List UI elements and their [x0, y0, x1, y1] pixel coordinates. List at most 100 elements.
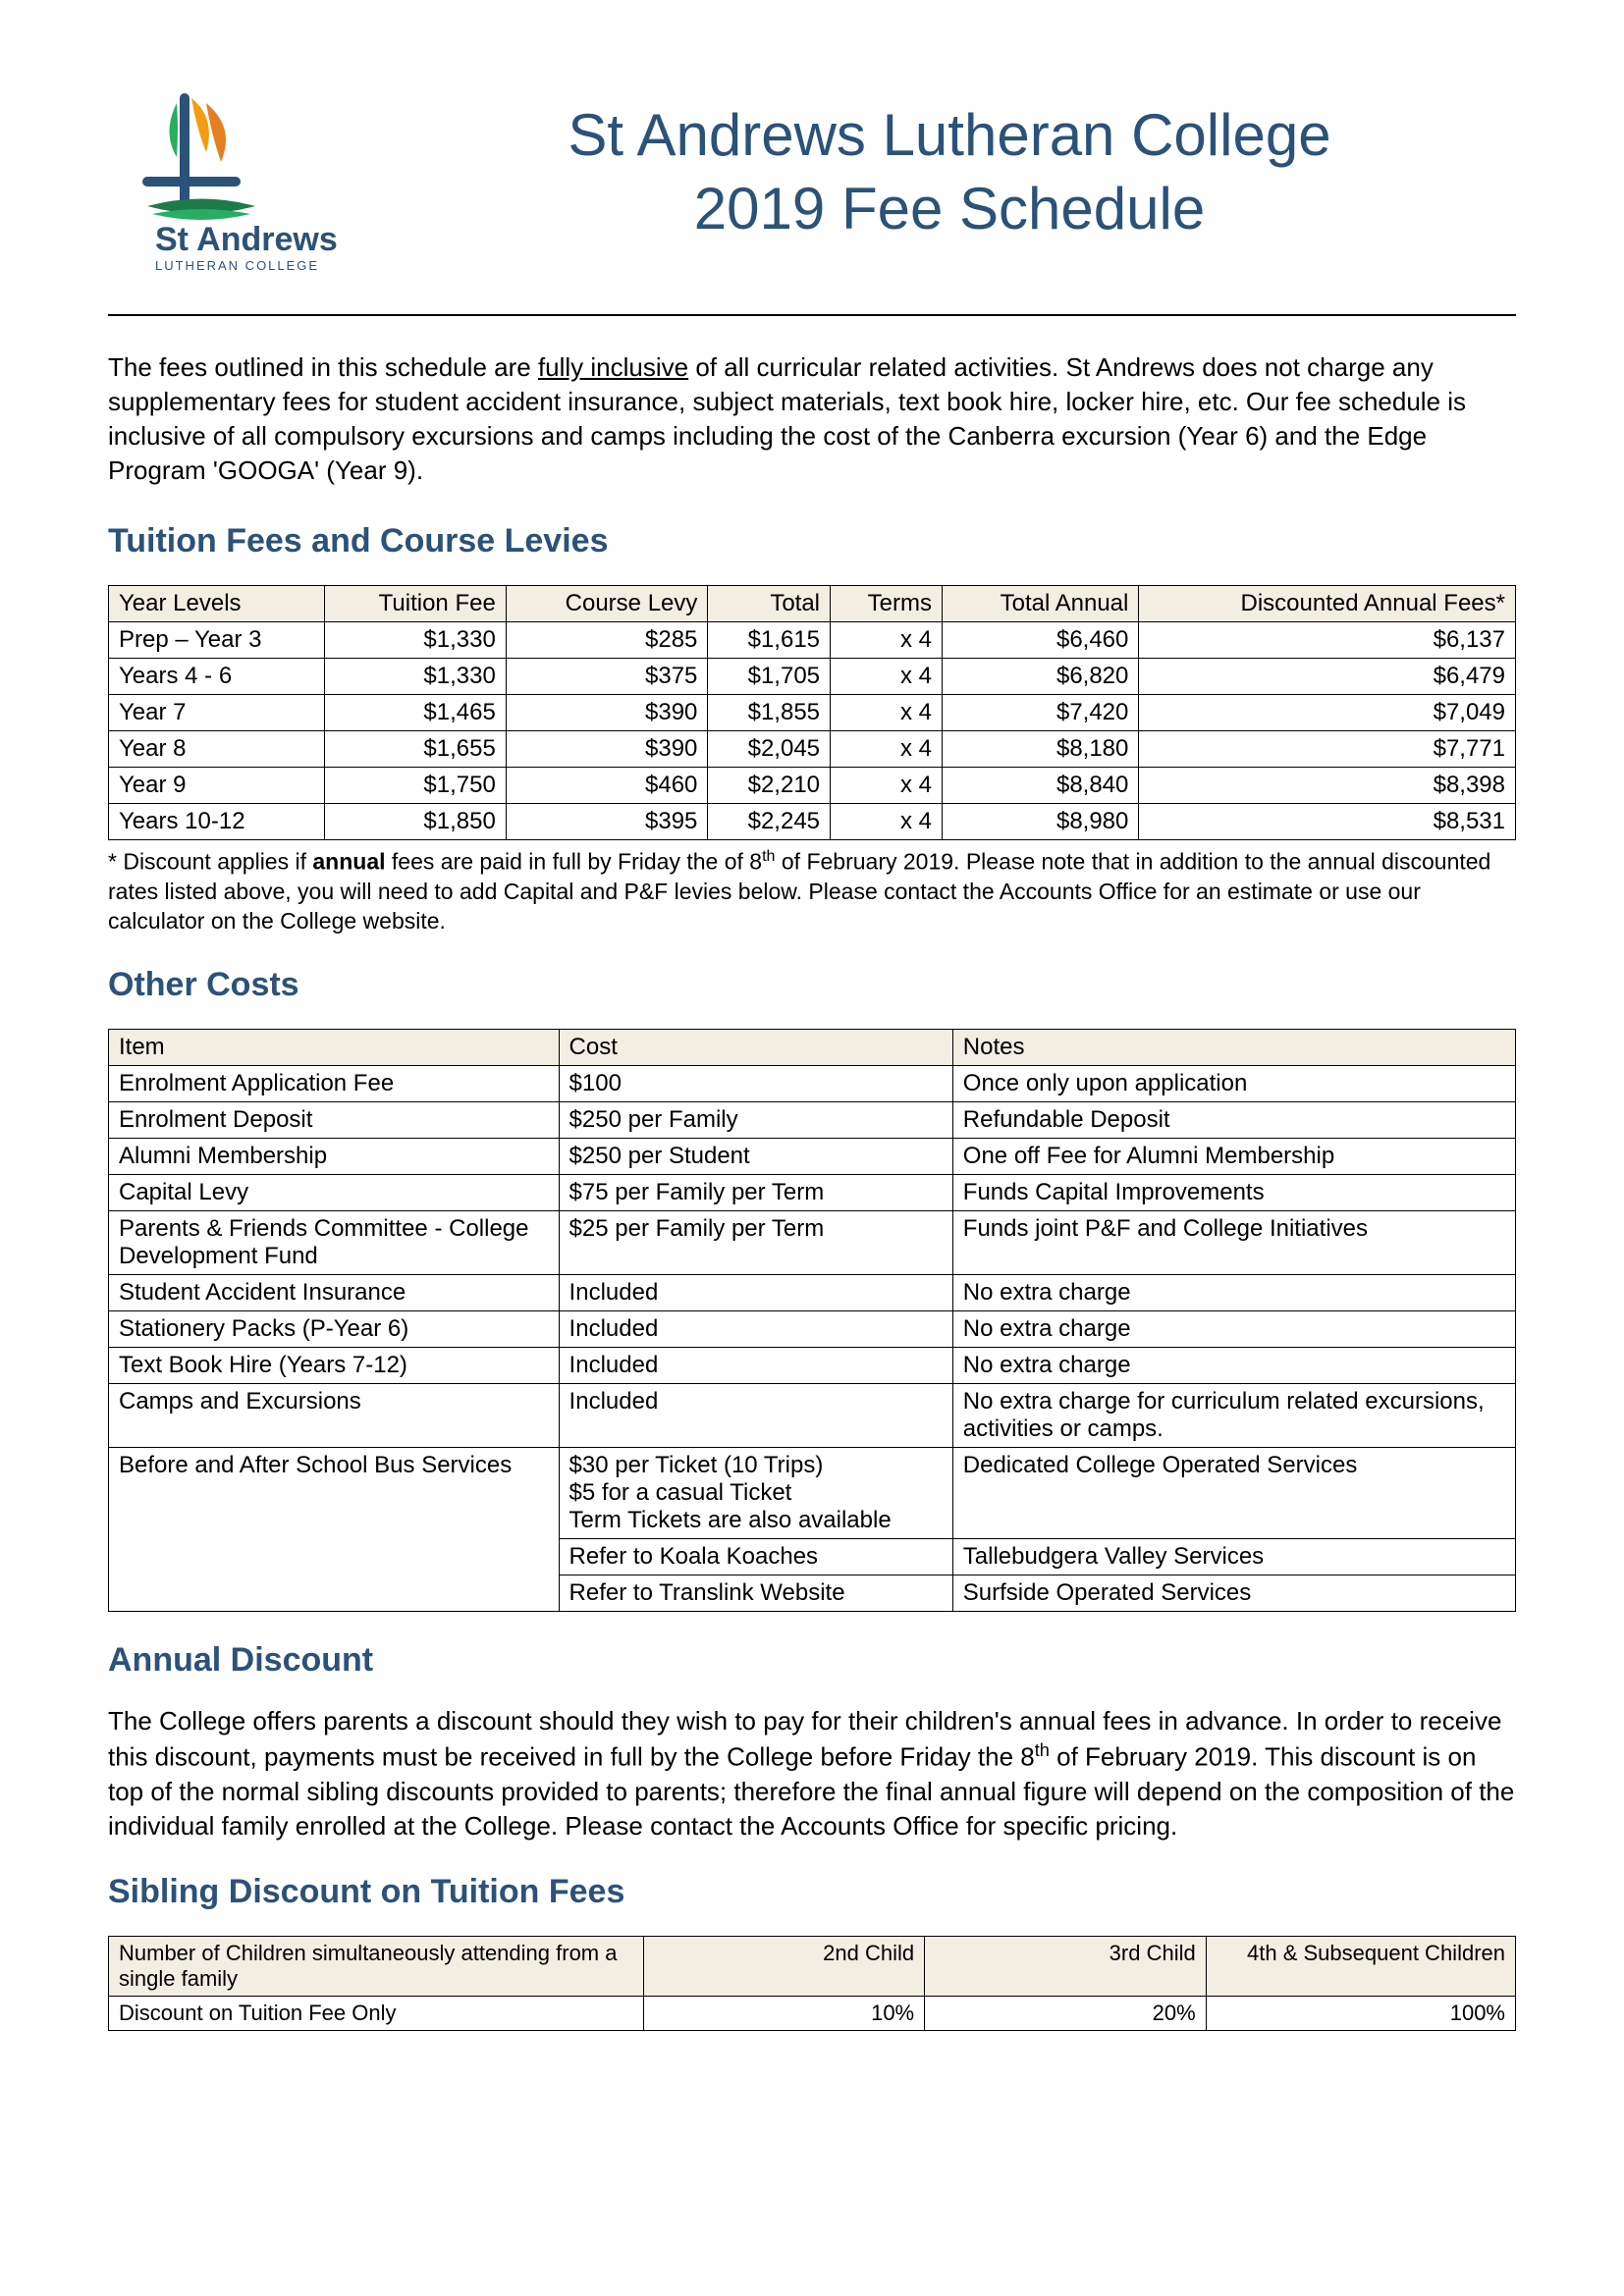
- table-row: Discount on Tuition Fee Only10%20%100%: [109, 1996, 1516, 2030]
- col-4th-child: 4th & Subsequent Children: [1206, 1936, 1515, 1996]
- page-title: St Andrews Lutheran College 2019 Fee Sch…: [383, 88, 1516, 245]
- table-cell: $2,045: [708, 731, 831, 768]
- table-cell: Funds Capital Improvements: [952, 1174, 1515, 1210]
- table-cell: $8,980: [943, 804, 1139, 840]
- table-cell: $390: [506, 731, 708, 768]
- table-cell: $250 per Student: [559, 1138, 952, 1174]
- table-cell: $30 per Ticket (10 Trips)$5 for a casual…: [559, 1447, 952, 1538]
- table-cell: $460: [506, 768, 708, 804]
- table-cell: $375: [506, 659, 708, 695]
- table-row: Student Accident InsuranceIncludedNo ext…: [109, 1274, 1516, 1310]
- table-cell: $1,750: [324, 768, 506, 804]
- table-cell: $6,137: [1139, 622, 1516, 659]
- table-cell: x 4: [831, 622, 943, 659]
- table-cell: Alumni Membership: [109, 1138, 560, 1174]
- table-cell: Surfside Operated Services: [952, 1575, 1515, 1611]
- col-notes: Notes: [952, 1029, 1515, 1065]
- table-cell: Parents & Friends Committee - College De…: [109, 1210, 560, 1274]
- table-cell: Text Book Hire (Years 7-12): [109, 1347, 560, 1383]
- table-cell: Included: [559, 1347, 952, 1383]
- table-cell: $1,855: [708, 695, 831, 731]
- table-cell: $8,180: [943, 731, 1139, 768]
- other-costs-table: Item Cost Notes Enrolment Application Fe…: [108, 1029, 1516, 1612]
- table-cell: Years 10-12: [109, 804, 325, 840]
- table-cell: 10%: [643, 1996, 925, 2030]
- table-cell: Tallebudgera Valley Services: [952, 1538, 1515, 1575]
- table-cell: $6,479: [1139, 659, 1516, 695]
- table-cell: $8,398: [1139, 768, 1516, 804]
- tuition-footnote: * Discount applies if annual fees are pa…: [108, 846, 1516, 935]
- title-line-2: 2019 Fee Schedule: [383, 172, 1516, 245]
- table-row: Year 9$1,750$460$2,210x 4$8,840$8,398: [109, 768, 1516, 804]
- table-cell: $395: [506, 804, 708, 840]
- college-logo: St Andrews LUTHERAN COLLEGE: [108, 88, 353, 285]
- table-cell: 100%: [1206, 1996, 1515, 2030]
- tuition-heading: Tuition Fees and Course Levies: [108, 522, 1516, 561]
- annual-discount-paragraph: The College offers parents a discount sh…: [108, 1704, 1516, 1843]
- table-cell: $1,330: [324, 659, 506, 695]
- table-cell: Prep – Year 3: [109, 622, 325, 659]
- table-cell: Included: [559, 1310, 952, 1347]
- table-cell: x 4: [831, 731, 943, 768]
- table-cell: $1,615: [708, 622, 831, 659]
- table-cell: Refer to Koala Koaches: [559, 1538, 952, 1575]
- table-cell: No extra charge: [952, 1274, 1515, 1310]
- table-cell: $1,850: [324, 804, 506, 840]
- table-cell: $7,420: [943, 695, 1139, 731]
- tuition-header-row: Year Levels Tuition Fee Course Levy Tota…: [109, 586, 1516, 622]
- col-3rd-child: 3rd Child: [925, 1936, 1207, 1996]
- table-row: Years 4 - 6$1,330$375$1,705x 4$6,820$6,4…: [109, 659, 1516, 695]
- st-andrews-logo-icon: St Andrews LUTHERAN COLLEGE: [108, 88, 353, 285]
- table-cell: Student Accident Insurance: [109, 1274, 560, 1310]
- table-cell: Years 4 - 6: [109, 659, 325, 695]
- page: St Andrews LUTHERAN COLLEGE St Andrews L…: [0, 0, 1624, 2296]
- ad-sup: th: [1035, 1740, 1050, 1760]
- table-row: Alumni Membership$250 per StudentOne off…: [109, 1138, 1516, 1174]
- table-row: Capital Levy$75 per Family per TermFunds…: [109, 1174, 1516, 1210]
- other-costs-header-row: Item Cost Notes: [109, 1029, 1516, 1065]
- table-cell: Year 8: [109, 731, 325, 768]
- table-cell: $2,245: [708, 804, 831, 840]
- header-rule: [108, 314, 1516, 316]
- title-line-1: St Andrews Lutheran College: [383, 98, 1516, 172]
- intro-paragraph: The fees outlined in this schedule are f…: [108, 350, 1516, 488]
- table-cell: Once only upon application: [952, 1065, 1515, 1101]
- table-cell: Enrolment Deposit: [109, 1101, 560, 1138]
- table-cell: Refundable Deposit: [952, 1101, 1515, 1138]
- col-total-annual: Total Annual: [943, 586, 1139, 622]
- col-terms: Terms: [831, 586, 943, 622]
- table-cell: 20%: [925, 1996, 1207, 2030]
- header: St Andrews LUTHERAN COLLEGE St Andrews L…: [108, 88, 1516, 285]
- table-cell: Year 9: [109, 768, 325, 804]
- table-cell: Included: [559, 1383, 952, 1447]
- table-cell: Stationery Packs (P-Year 6): [109, 1310, 560, 1347]
- table-cell: $8,840: [943, 768, 1139, 804]
- sibling-header-row: Number of Children simultaneously attend…: [109, 1936, 1516, 1996]
- table-cell: No extra charge: [952, 1310, 1515, 1347]
- col-cost: Cost: [559, 1029, 952, 1065]
- table-cell: $285: [506, 622, 708, 659]
- table-cell: Year 7: [109, 695, 325, 731]
- table-cell: x 4: [831, 659, 943, 695]
- table-cell: Discount on Tuition Fee Only: [109, 1996, 644, 2030]
- col-course-levy: Course Levy: [506, 586, 708, 622]
- table-row: Years 10-12$1,850$395$2,245x 4$8,980$8,5…: [109, 804, 1516, 840]
- table-cell: Capital Levy: [109, 1174, 560, 1210]
- table-row: Year 8$1,655$390$2,045x 4$8,180$7,771: [109, 731, 1516, 768]
- table-cell: $250 per Family: [559, 1101, 952, 1138]
- table-row: Enrolment Deposit$250 per FamilyRefundab…: [109, 1101, 1516, 1138]
- table-cell: x 4: [831, 768, 943, 804]
- table-cell: $1,655: [324, 731, 506, 768]
- intro-underlined: fully inclusive: [538, 352, 688, 382]
- table-cell: $1,330: [324, 622, 506, 659]
- table-cell: Before and After School Bus Services: [109, 1447, 560, 1611]
- table-cell: $8,531: [1139, 804, 1516, 840]
- intro-pre: The fees outlined in this schedule are: [108, 352, 538, 382]
- footnote-mid: fees are paid in full by Friday the of 8: [386, 849, 763, 875]
- tuition-table: Year Levels Tuition Fee Course Levy Tota…: [108, 585, 1516, 840]
- table-row: Prep – Year 3$1,330$285$1,615x 4$6,460$6…: [109, 622, 1516, 659]
- svg-text:LUTHERAN COLLEGE: LUTHERAN COLLEGE: [155, 258, 319, 273]
- table-cell: Funds joint P&F and College Initiatives: [952, 1210, 1515, 1274]
- col-2nd-child: 2nd Child: [643, 1936, 925, 1996]
- table-cell: $6,820: [943, 659, 1139, 695]
